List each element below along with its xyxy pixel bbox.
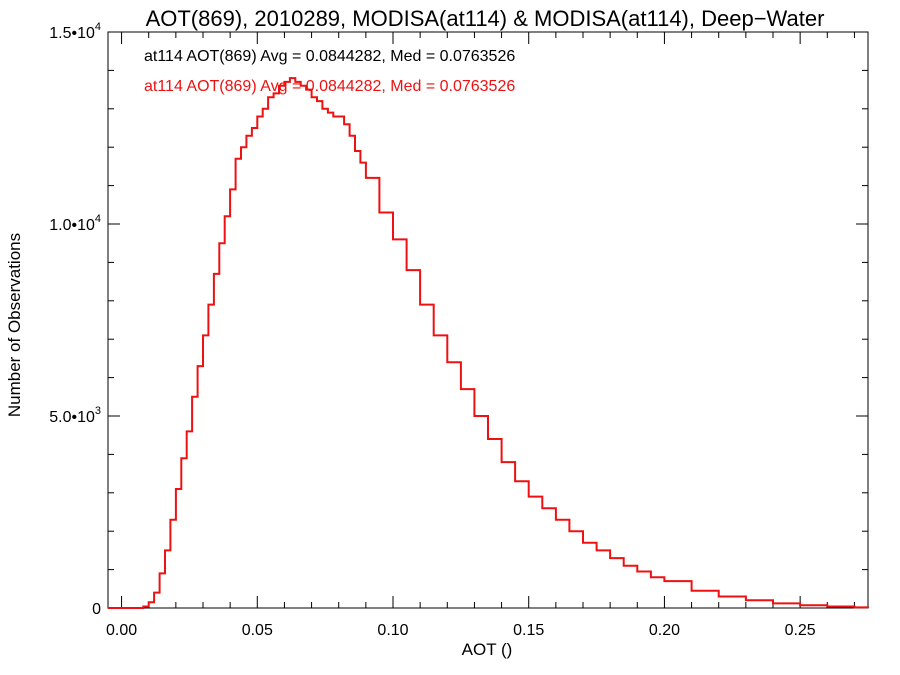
y-axis-label: Number of Observations [5, 233, 24, 417]
x-tick-label: 0.05 [242, 622, 273, 639]
axis-ticks [108, 31, 868, 609]
chart-title: AOT(869), 2010289, MODISA(at114) & MODIS… [146, 6, 825, 31]
y-tick-label: 5.0•103 [49, 405, 101, 426]
y-tick-label: 1.0•104 [49, 213, 101, 234]
legend-entry-black: at114 AOT(869) Avg = 0.0844282, Med = 0.… [144, 48, 515, 65]
plot-frame [107, 31, 869, 609]
x-axis-label: AOT () [462, 640, 513, 659]
x-tick-label: 0.00 [106, 622, 137, 639]
x-tick-labels: 0.00 0.05 0.10 0.15 0.20 0.25 [106, 622, 816, 639]
histogram-series-line [108, 77, 869, 609]
y-tick-labels: 0 5.0•103 1.0•104 1.5•104 [49, 21, 101, 618]
legend-entry-red: at114 AOT(869) Avg = 0.0844282, Med = 0.… [144, 78, 515, 95]
x-tick-label: 0.15 [513, 622, 544, 639]
y-tick-label: 1.5•104 [49, 21, 101, 42]
x-tick-label: 0.10 [377, 622, 408, 639]
x-tick-label: 0.25 [785, 622, 816, 639]
y-tick-label: 0 [92, 601, 101, 618]
x-tick-label: 0.20 [649, 622, 680, 639]
